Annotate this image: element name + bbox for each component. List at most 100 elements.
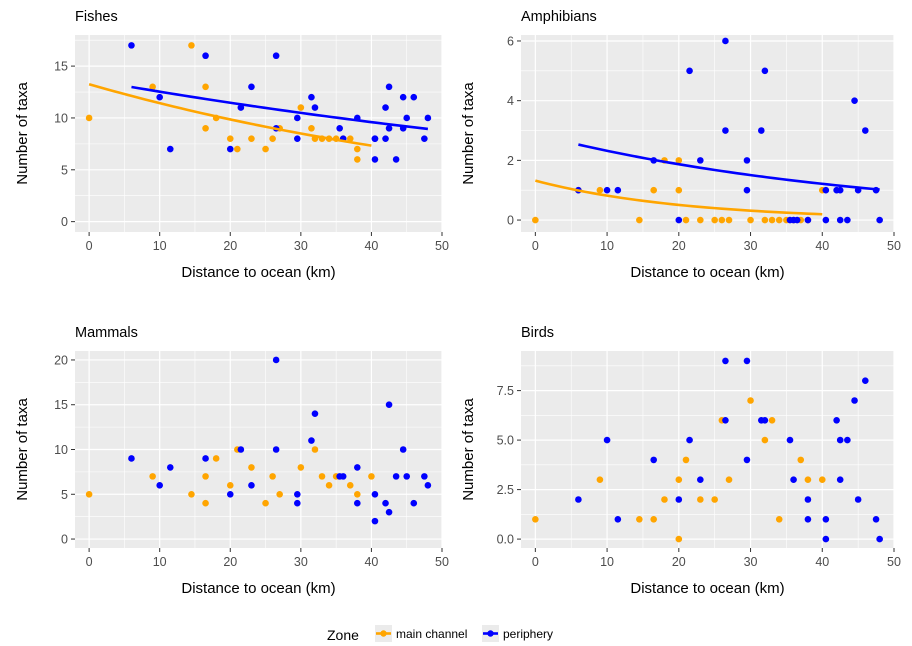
data-point xyxy=(272,52,280,60)
data-point xyxy=(336,125,343,132)
data-point xyxy=(851,97,858,104)
data-point xyxy=(836,476,844,483)
data-point xyxy=(272,356,280,364)
data-point xyxy=(722,127,729,134)
legend-title: Zone xyxy=(327,627,359,643)
legend-label: main channel xyxy=(396,627,467,641)
data-point xyxy=(682,456,690,464)
data-point xyxy=(308,125,315,132)
data-point xyxy=(661,496,668,503)
data-point xyxy=(237,446,245,453)
x-tick-label: 50 xyxy=(435,239,449,253)
data-point xyxy=(876,535,883,543)
data-point xyxy=(822,515,830,523)
data-point xyxy=(743,157,751,164)
data-point xyxy=(682,216,690,224)
data-point xyxy=(851,397,858,404)
data-point xyxy=(711,216,718,224)
data-point xyxy=(686,67,693,75)
data-point xyxy=(308,93,315,101)
data-point xyxy=(722,357,729,365)
panel-title: Amphibians xyxy=(521,9,597,25)
data-point xyxy=(371,135,379,142)
data-point xyxy=(596,186,604,194)
x-tick-label: 20 xyxy=(223,555,237,569)
data-point xyxy=(156,93,163,101)
data-point xyxy=(202,473,209,480)
data-point xyxy=(237,104,245,111)
data-point xyxy=(797,456,805,464)
data-point xyxy=(743,186,751,194)
x-tick-label: 40 xyxy=(815,555,829,569)
x-tick-label: 50 xyxy=(887,239,901,253)
data-point xyxy=(385,83,393,91)
x-tick-label: 50 xyxy=(435,555,449,569)
data-point xyxy=(262,145,269,153)
y-tick-label: 2 xyxy=(507,154,514,168)
data-point xyxy=(844,436,851,444)
x-tick-label: 0 xyxy=(86,555,93,569)
data-point xyxy=(650,515,658,523)
data-point xyxy=(371,156,379,163)
panel-title: Birds xyxy=(521,325,554,341)
x-tick-label: 10 xyxy=(153,555,167,569)
data-point xyxy=(339,473,347,480)
data-point xyxy=(775,216,783,224)
data-point xyxy=(149,473,156,480)
series-periphery xyxy=(128,42,432,163)
data-point xyxy=(311,104,319,111)
data-point xyxy=(743,357,751,365)
data-point xyxy=(675,186,683,194)
data-point xyxy=(718,216,726,224)
data-point xyxy=(421,135,428,142)
x-tick-label: 30 xyxy=(744,555,758,569)
y-tick-label: 5 xyxy=(61,488,68,502)
y-tick-label: 0.0 xyxy=(497,533,514,547)
data-point xyxy=(722,416,729,424)
data-point xyxy=(85,114,93,122)
y-tick-label: 15 xyxy=(54,398,68,412)
data-point xyxy=(761,416,769,424)
data-point xyxy=(747,397,754,404)
data-point xyxy=(346,482,354,489)
data-point xyxy=(804,496,812,503)
x-tick-label: 40 xyxy=(815,239,829,253)
data-point xyxy=(188,42,195,49)
x-axis-title: Distance to ocean (km) xyxy=(181,580,335,597)
data-point xyxy=(675,496,683,503)
panel-amphibians: 0 10 20 30 40 50 0 2 4 6 Amphibians Distance to oce… xyxy=(460,9,901,281)
data-point xyxy=(382,104,389,111)
data-point xyxy=(793,216,801,224)
data-point xyxy=(786,436,794,444)
data-point xyxy=(596,476,604,483)
plot-background xyxy=(521,35,894,232)
data-point xyxy=(722,37,729,45)
data-point xyxy=(403,473,411,480)
x-axis-title: Distance to ocean (km) xyxy=(630,264,784,281)
data-point xyxy=(354,156,361,163)
x-tick-label: 20 xyxy=(672,239,686,253)
data-point xyxy=(202,52,209,60)
data-point xyxy=(399,446,407,453)
data-point xyxy=(297,104,305,111)
data-point xyxy=(675,476,683,483)
plot-background xyxy=(75,35,442,232)
data-point xyxy=(212,455,220,462)
data-point xyxy=(862,127,869,134)
data-point xyxy=(833,416,840,424)
x-tick-label: 40 xyxy=(364,239,378,253)
y-tick-label: 0 xyxy=(61,215,68,229)
data-point xyxy=(403,114,411,122)
data-point xyxy=(156,482,163,489)
data-point xyxy=(248,464,255,471)
data-point xyxy=(85,490,93,498)
data-point xyxy=(392,156,400,163)
data-point xyxy=(747,216,754,224)
panel-mammals: 0 10 20 30 40 50 0 5 10 15 20 Mammals Distance to oc… xyxy=(14,325,449,597)
data-point xyxy=(318,473,326,480)
data-point xyxy=(276,490,283,498)
data-point xyxy=(862,377,869,384)
x-tick-label: 30 xyxy=(744,239,758,253)
data-point xyxy=(614,186,622,194)
data-point xyxy=(385,401,393,409)
